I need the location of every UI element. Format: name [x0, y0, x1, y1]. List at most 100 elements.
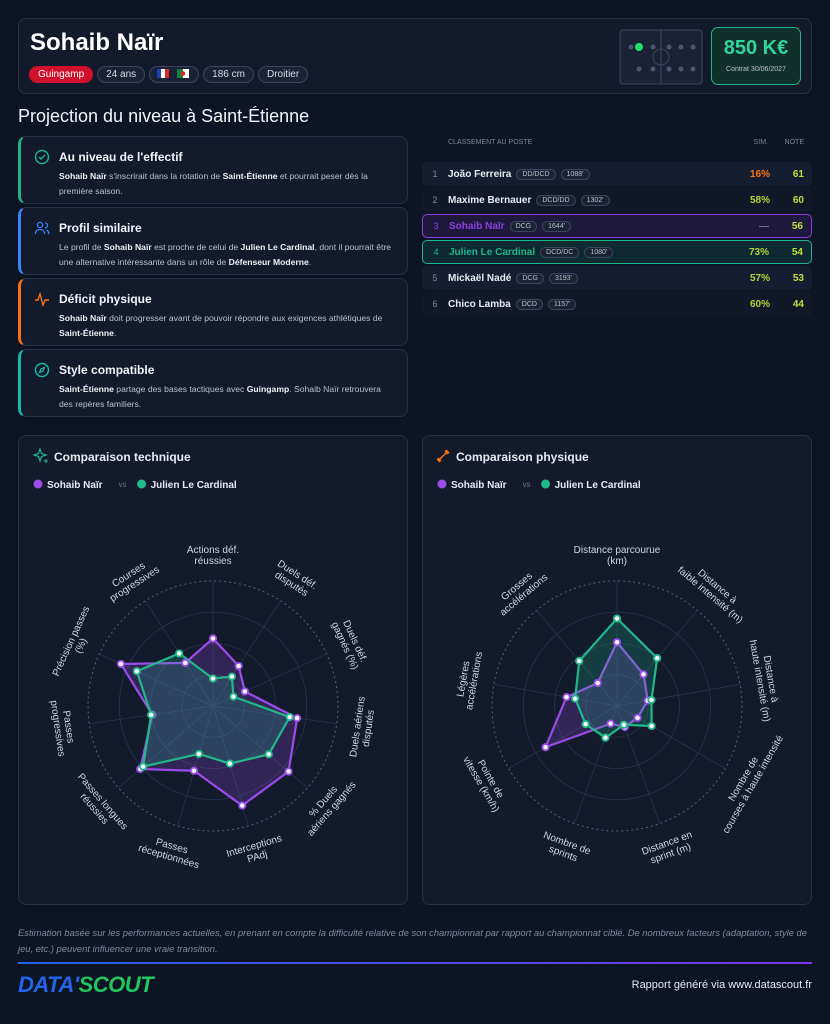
axis-label: Passesprogressives — [48, 698, 78, 757]
spoke — [118, 705, 214, 789]
rank: 3 — [433, 221, 439, 231]
axis-label: Distance àfaible intensité (m) — [675, 556, 752, 625]
radar-point — [208, 634, 218, 643]
axis-label-line: disputés — [361, 709, 377, 747]
position-tag: DCG — [509, 220, 538, 232]
axis-label: Pointe devitesse (km/h) — [460, 750, 510, 815]
spoke — [212, 705, 337, 725]
radar-point — [612, 638, 622, 647]
radar-point — [601, 733, 610, 742]
similarity: 58% — [749, 194, 770, 206]
radar-card: Comparaison technique Sohaib Naïr vs Julie… — [18, 435, 408, 905]
axis-label: Nombre decourses à haute intensité — [711, 728, 786, 836]
player-name: Julien Le Cardinal — [449, 246, 536, 258]
similarity: 16% — [749, 168, 770, 180]
insight-title: Profil similaire — [59, 221, 142, 235]
legend-label: Julien Le Cardinal — [151, 480, 237, 491]
position-tag: DCG — [516, 272, 544, 284]
radar-chart: Sohaib Naïr vs Julien Le Cardinal Actions d… — [33, 479, 378, 871]
minutes-tag: 1644' — [542, 220, 572, 232]
axis-label: % Duelsaériens gagnés — [297, 772, 358, 838]
axis-label: Passesréceptionnées — [137, 832, 203, 871]
axis-label: Grossesaccélérations — [491, 564, 550, 619]
minutes-tag: 1302' — [580, 194, 610, 206]
axis-label: Légèresaccélérations — [453, 649, 485, 711]
radar-point — [229, 692, 238, 701]
position-tag: DCD/DC — [540, 246, 580, 258]
similarity: — — [759, 220, 769, 232]
radar-card: Comparaison physique Sohaib Naïr vs Julien… — [422, 435, 812, 905]
minutes-tag: 3193' — [548, 272, 578, 284]
radar-point — [647, 721, 656, 731]
note: 53 — [792, 272, 804, 284]
rank: 6 — [432, 299, 438, 309]
axis-label: Duels déf.disputés — [269, 558, 319, 601]
spoke — [616, 683, 741, 707]
axis-label-line: Actions déf. — [187, 545, 239, 556]
radar-point — [240, 687, 249, 696]
axis-label: Duels aériensdisputés — [348, 696, 378, 760]
ring — [491, 580, 743, 832]
radar-point — [571, 694, 580, 703]
ranking-row: 5 Mickaël Nadé DCG 3193' 57% 53 — [422, 266, 812, 290]
value-card: 850 K€ Contrat 30/06/2027 — [711, 27, 801, 85]
column-header: SIM. — [753, 139, 768, 146]
radar-point — [132, 667, 141, 676]
insight-body: Sohaib Naïr s'inscrirait dans la rotatio… — [59, 169, 393, 199]
note: 44 — [792, 298, 804, 310]
footnote: Estimation basée sur les performances ac… — [18, 927, 807, 954]
contract: Contrat 30/06/2027 — [726, 66, 786, 73]
spoke — [177, 705, 214, 827]
radar-point — [619, 720, 628, 729]
strong-text: Saint-Étienne — [59, 328, 114, 338]
radar-point — [606, 719, 615, 728]
text: partage des bases tactiques avec — [113, 384, 247, 394]
text: s'inscrirait dans la rotation de — [106, 171, 223, 181]
player-name: Chico Lamba — [448, 298, 511, 310]
rank: 4 — [433, 247, 439, 257]
insight-title: Au niveau de l'effectif — [59, 150, 183, 164]
radar-point — [593, 678, 602, 688]
spoke — [212, 600, 281, 707]
radar-area — [574, 617, 659, 739]
legend-label: Sohaib Naïr — [451, 480, 507, 491]
radar-point — [225, 759, 235, 768]
text: , dont il pourrait être une alternative … — [59, 242, 392, 267]
similarity: 57% — [749, 272, 770, 284]
legend-dot — [437, 479, 447, 489]
radar-point — [639, 670, 648, 679]
radar-point — [181, 658, 190, 667]
radar-point — [647, 695, 656, 705]
insight-body: Le profil de Sohaib Naïr est proche de c… — [59, 240, 393, 270]
text: . — [308, 257, 312, 267]
radar-point — [633, 713, 642, 722]
legend-separator: vs — [523, 480, 531, 489]
radar-point — [116, 659, 125, 669]
radar-point — [264, 750, 273, 759]
player-name: Maxime Bernauer — [448, 194, 532, 206]
pulse-icon — [35, 291, 49, 307]
strong-text: Guingamp — [246, 384, 290, 394]
radar-point — [138, 762, 148, 771]
logo-part: DATA' — [18, 972, 79, 997]
minutes-tag: 1080' — [584, 246, 614, 258]
text: est proche de celui de — [151, 242, 241, 252]
strong-text: Saint-Étienne — [222, 171, 278, 181]
insight-card: Profil similaire Le profil de Sohaib Naïr… — [18, 207, 408, 275]
divider — [18, 962, 812, 964]
note: 54 — [791, 246, 803, 258]
radar-point — [285, 712, 294, 722]
report-link: Rapport généré via www.datascout.fr — [631, 979, 812, 991]
strong-text: Défenseur Moderne — [228, 257, 309, 267]
axis-label: Précision passes(%) — [51, 605, 102, 683]
insight-title: Déficit physique — [59, 292, 152, 306]
radar-point — [208, 674, 218, 683]
radar-point — [234, 661, 243, 671]
text: Le profil de — [59, 242, 104, 252]
foot-tag: Droitier — [257, 66, 309, 84]
axis-label: Passes longuesréussies — [67, 772, 130, 840]
ranking-row: 6 Chico Lamba DCD 1157' 60% 44 — [422, 292, 812, 316]
axis-label-line: PAdj — [246, 849, 269, 865]
strong-text: Saint-Étienne — [59, 384, 114, 394]
